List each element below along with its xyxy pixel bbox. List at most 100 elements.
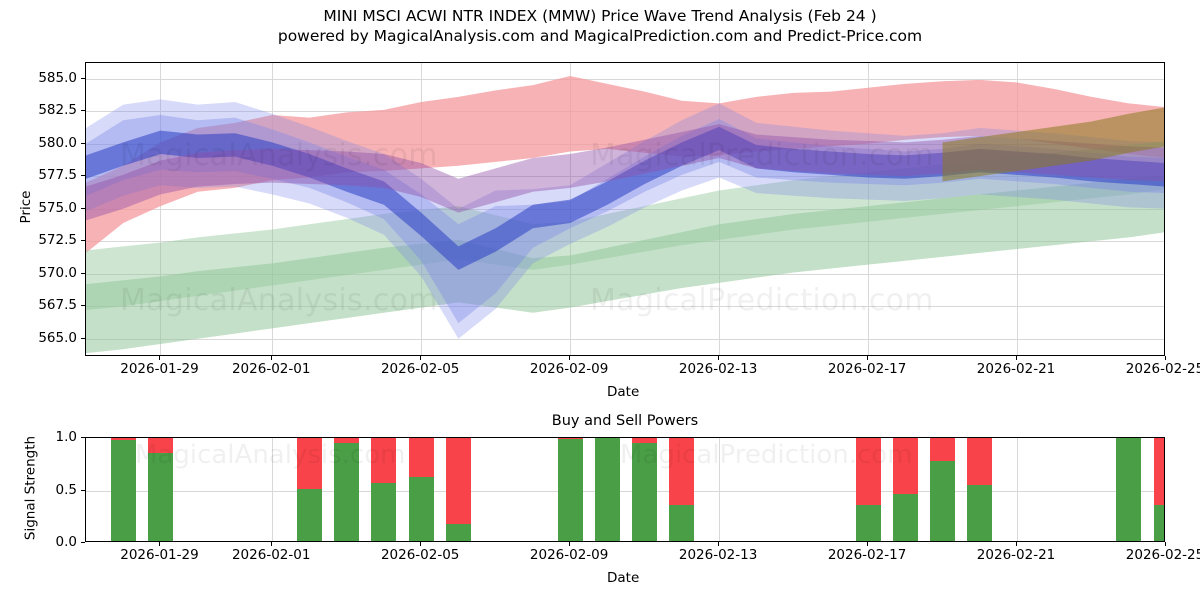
title-primary: MINI MSCI ACWI NTR INDEX (MMW) Price Wav… bbox=[323, 7, 877, 25]
signal-ytick bbox=[81, 542, 85, 543]
price-xtick bbox=[1016, 356, 1018, 360]
signal-ytick-label: 0.0 bbox=[55, 534, 77, 550]
signal-bar[interactable] bbox=[147, 438, 173, 541]
signal-gridline-v bbox=[1017, 438, 1019, 541]
signal-bar[interactable] bbox=[855, 438, 881, 541]
price-ytick-label: 565.0 bbox=[38, 329, 77, 346]
buy-power-segment bbox=[1153, 505, 1164, 541]
signal-xtick-label: 2026-02-05 bbox=[380, 547, 460, 563]
signal-xtick bbox=[420, 542, 422, 546]
price-xtick-label: 2026-02-05 bbox=[380, 361, 460, 377]
signal-bar[interactable] bbox=[1116, 438, 1142, 541]
signal-xtick bbox=[159, 542, 161, 546]
signal-bar[interactable] bbox=[557, 438, 583, 541]
signal-bar[interactable] bbox=[594, 438, 620, 541]
signal-chart-axes bbox=[85, 437, 1165, 542]
price-xtick bbox=[867, 356, 869, 360]
signal-xtick bbox=[569, 542, 571, 546]
signal-bar[interactable] bbox=[967, 438, 993, 541]
sell-power-segment bbox=[445, 438, 471, 525]
buy-power-segment bbox=[892, 493, 918, 541]
sell-power-segment bbox=[557, 438, 583, 440]
sell-power-segment bbox=[334, 438, 360, 444]
price-gridline-h bbox=[86, 241, 1164, 243]
signal-xtick bbox=[867, 542, 869, 546]
signal-bar[interactable] bbox=[669, 438, 695, 541]
sell-power-segment bbox=[296, 438, 322, 489]
signal-xtick-label: 2026-02-21 bbox=[976, 547, 1056, 563]
signal-bar[interactable] bbox=[110, 438, 136, 541]
signal-bar[interactable] bbox=[930, 438, 956, 541]
price-ytick bbox=[81, 272, 85, 274]
signal-xtick bbox=[718, 542, 720, 546]
price-gridline-h bbox=[86, 208, 1164, 210]
buy-power-segment bbox=[1116, 438, 1142, 541]
price-xtick-label: 2026-02-09 bbox=[529, 361, 609, 377]
price-ytick bbox=[81, 207, 85, 209]
buy-power-segment bbox=[296, 488, 322, 541]
price-ylabel: Price bbox=[18, 190, 34, 224]
buy-power-segment bbox=[557, 439, 583, 541]
title-subtitle: powered by MagicalAnalysis.com and Magic… bbox=[277, 27, 923, 45]
signal-chart-title: Buy and Sell Powers bbox=[551, 413, 699, 429]
signal-ylabel: Signal Strength bbox=[22, 435, 39, 540]
price-ytick-label: 575.0 bbox=[38, 199, 77, 216]
price-xtick bbox=[569, 356, 571, 360]
price-xtick-label: 2026-02-25 bbox=[1125, 361, 1200, 377]
signal-xtick-label: 2026-02-09 bbox=[529, 547, 609, 563]
buy-power-segment bbox=[967, 485, 993, 541]
signal-gridline-h bbox=[86, 490, 1164, 492]
price-ytick-label: 567.5 bbox=[38, 297, 77, 314]
sell-power-segment bbox=[408, 438, 434, 477]
signal-bar[interactable] bbox=[296, 438, 322, 541]
signal-bar[interactable] bbox=[1153, 438, 1164, 541]
price-xtick bbox=[159, 356, 161, 360]
signal-gridline-v bbox=[272, 438, 274, 541]
signal-bar[interactable] bbox=[632, 438, 658, 541]
signal-bar[interactable] bbox=[334, 438, 360, 541]
signal-ytick-label: 0.5 bbox=[55, 481, 77, 498]
price-xtick bbox=[420, 356, 422, 360]
signal-plot-area bbox=[86, 438, 1164, 541]
signal-ytick bbox=[81, 437, 85, 438]
price-ytick bbox=[81, 305, 85, 307]
price-xtick-label: 2026-02-13 bbox=[678, 361, 758, 377]
signal-bar[interactable] bbox=[408, 438, 434, 541]
buy-power-segment bbox=[371, 483, 397, 541]
signal-bar[interactable] bbox=[445, 438, 471, 541]
buy-power-segment bbox=[855, 505, 881, 541]
buy-power-segment bbox=[669, 505, 695, 541]
signal-bar[interactable] bbox=[371, 438, 397, 541]
price-ytick bbox=[81, 142, 85, 144]
price-xtick bbox=[271, 356, 273, 360]
signal-ytick-label: 1.0 bbox=[55, 429, 77, 445]
resistance-band bbox=[86, 76, 1164, 253]
price-gridline-v bbox=[160, 63, 162, 355]
signal-xtick-label: 2026-02-01 bbox=[231, 547, 311, 563]
signal-xtick-label: 2026-02-25 bbox=[1125, 547, 1200, 563]
price-ytick-label: 580.0 bbox=[38, 134, 77, 151]
price-gridline-v bbox=[719, 63, 721, 355]
price-ytick-label: 570.0 bbox=[38, 264, 77, 281]
price-gridline-h bbox=[86, 306, 1164, 308]
buy-power-segment bbox=[632, 443, 658, 541]
price-gridline-v bbox=[272, 63, 274, 355]
price-wave-core bbox=[86, 126, 1164, 270]
support-band-outer bbox=[86, 175, 1164, 354]
sell-power-segment bbox=[930, 438, 956, 462]
price-chart-axes bbox=[85, 62, 1165, 356]
buy-power-segment bbox=[147, 452, 173, 541]
sell-power-segment bbox=[110, 438, 136, 441]
sell-power-segment bbox=[855, 438, 881, 506]
trend-overlay-band bbox=[86, 124, 1164, 221]
price-ytick-label: 572.5 bbox=[38, 232, 77, 249]
price-ytick-label: 585.0 bbox=[38, 69, 77, 86]
price-xlabel: Date bbox=[607, 384, 640, 400]
price-ytick bbox=[81, 240, 85, 242]
signal-xtick-label: 2026-02-17 bbox=[827, 547, 907, 563]
sell-power-segment bbox=[967, 438, 993, 486]
price-gridline-v bbox=[421, 63, 423, 355]
signal-bar[interactable] bbox=[892, 438, 918, 541]
price-ytick bbox=[81, 77, 85, 79]
buy-power-segment bbox=[408, 476, 434, 541]
